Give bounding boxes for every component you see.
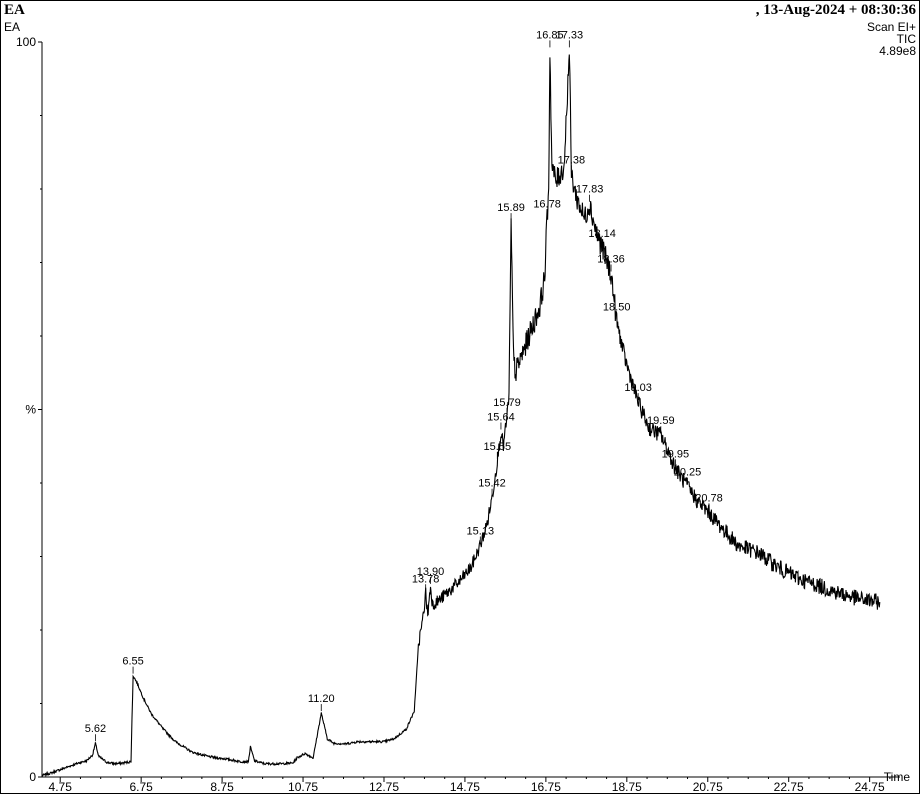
sample-code: EA — [4, 2, 25, 18]
peak-label: 15.89 — [497, 202, 525, 214]
peak-label: 15.13 — [467, 525, 495, 537]
peak-label: 15.42 — [478, 478, 506, 490]
peak-label: 6.55 — [122, 656, 143, 668]
x-tick-label: 20.75 — [693, 780, 723, 794]
x-tick-label: 4.75 — [49, 780, 73, 794]
peak-label: 20.25 — [674, 467, 702, 479]
trace-type: TIC — [896, 32, 916, 46]
x-tick-label: 18.75 — [612, 780, 642, 794]
peak-label: 13.90 — [417, 566, 445, 578]
trace-group — [41, 54, 881, 778]
max-intensity: 4.89e8 — [879, 44, 916, 58]
plot-axes: 0% 100 4.75 6.75 8.75 10.75 12.75 14.75 16.75 18.… — [16, 35, 910, 794]
peak-label: 15.55 — [484, 441, 512, 453]
x-tick-label: 12.75 — [369, 780, 399, 794]
peak-label: 17.33 — [556, 29, 584, 41]
y-tick-label: % — [25, 403, 36, 417]
peak-label: 15.64 — [487, 412, 515, 424]
peak-label: 17.83 — [576, 184, 604, 196]
peak-label: 18.36 — [597, 254, 625, 266]
x-axis-label: Time — [884, 770, 911, 784]
x-tick-label: 10.75 — [288, 780, 318, 794]
peak-label: 16.85 — [536, 29, 564, 41]
peak-label: 19.03 — [624, 382, 652, 394]
peak-label: 17.38 — [558, 154, 586, 166]
peak-label: 19.59 — [647, 415, 675, 427]
peak-label: 19.95 — [662, 448, 690, 460]
acquisition-datetime: , 13-Aug-2024 + 08:30:36 — [755, 2, 916, 18]
x-tick-label: 6.75 — [129, 780, 153, 794]
x-tick-label: 8.75 — [210, 780, 234, 794]
x-tick-label: 22.75 — [774, 780, 804, 794]
x-tick-label: 16.75 — [531, 780, 561, 794]
x-tick-label: 24.75 — [855, 780, 885, 794]
sample-name: EA — [4, 20, 21, 34]
peak-label: 13.78 — [412, 573, 440, 585]
peak-label: 18.14 — [588, 228, 616, 240]
peak-label: 15.79 — [493, 397, 521, 409]
y-tick-label: 100 — [16, 35, 36, 49]
scan-mode: Scan EI+ — [866, 20, 916, 34]
peak-label: 16.78 — [533, 198, 561, 210]
x-tick-label: 14.75 — [450, 780, 480, 794]
y-tick-label: 0 — [29, 770, 36, 784]
peak-label: 11.20 — [308, 693, 335, 705]
peak-label: 18.50 — [603, 301, 631, 313]
tic-trace — [41, 54, 881, 778]
peak-label: 20.78 — [695, 492, 723, 504]
peak-label: 5.62 — [85, 723, 106, 735]
